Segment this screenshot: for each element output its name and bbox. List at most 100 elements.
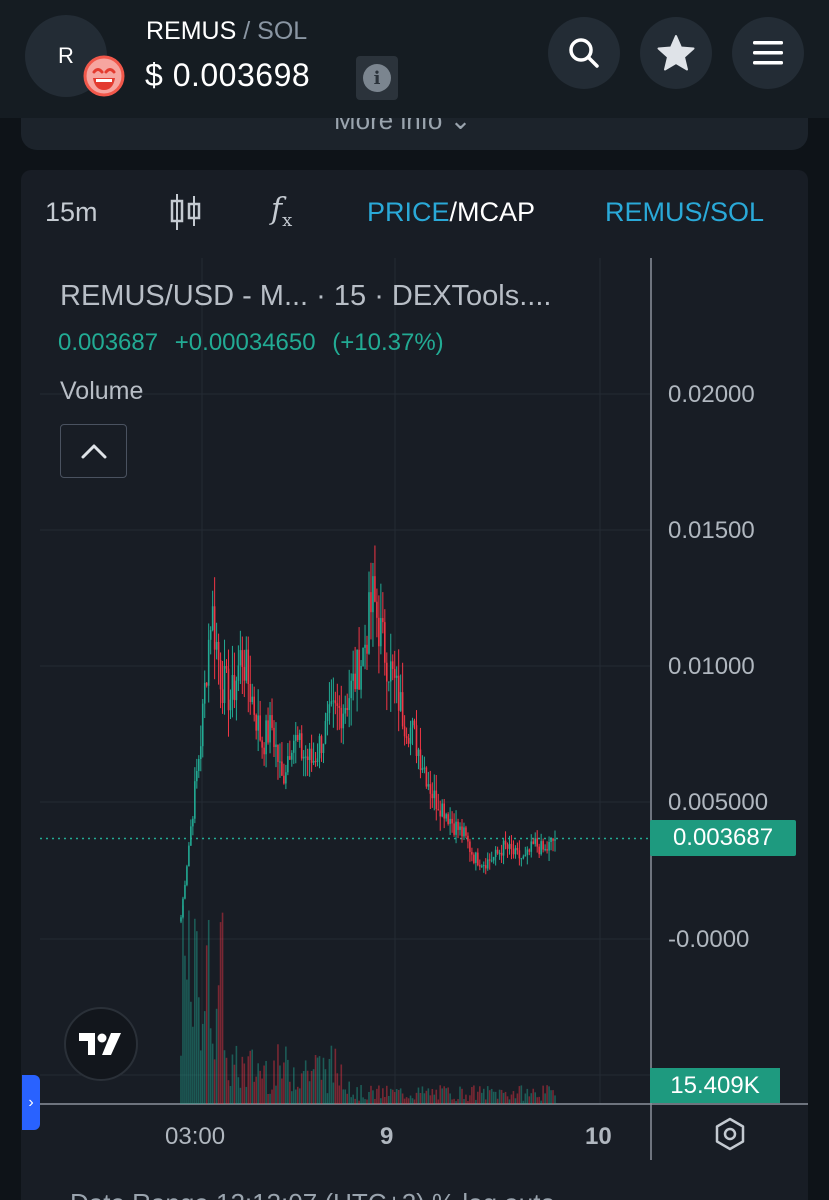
candle-body: [423, 767, 426, 769]
candle-body: [188, 845, 190, 867]
candle-body: [552, 838, 554, 841]
volume-bar: [486, 1086, 489, 1104]
candle-body: [457, 821, 459, 830]
volume-bar: [269, 1093, 271, 1104]
candle-body: [190, 826, 192, 846]
volume-bar: [338, 1085, 341, 1104]
volume-bar: [263, 1065, 265, 1104]
price-option[interactable]: PRICE: [367, 197, 450, 227]
volume-bar: [473, 1085, 475, 1104]
volume-bar: [389, 1088, 392, 1104]
quote-pair-selector[interactable]: REMUS/SOL: [605, 197, 765, 227]
collapse-legend-button[interactable]: [60, 424, 127, 478]
volume-bar: [243, 1063, 246, 1104]
candle-body: [356, 649, 358, 690]
candle-body: [542, 841, 544, 850]
candle-body: [340, 707, 343, 729]
candle-body: [186, 866, 188, 885]
candlestick-icon[interactable]: [169, 192, 203, 232]
volume-bar: [488, 1090, 491, 1104]
chevron-right-icon: ›: [28, 1093, 34, 1111]
candles: [180, 545, 556, 924]
candle-body: [221, 689, 224, 704]
candle-body: [498, 852, 501, 854]
candle-body: [443, 803, 445, 819]
tradingview-logo-icon[interactable]: [64, 1007, 138, 1081]
volume-bar: [253, 1081, 256, 1104]
candle-body: [467, 835, 469, 842]
menu-button[interactable]: [732, 17, 804, 89]
volume-bar: [425, 1090, 428, 1104]
candle-body: [291, 752, 293, 760]
interval-selector[interactable]: 15m: [45, 197, 98, 227]
star-icon: [657, 35, 695, 71]
candle-body: [344, 708, 347, 714]
volume-bar: [409, 1095, 412, 1104]
volume-bar: [376, 1088, 378, 1104]
volume-bar: [229, 1086, 232, 1104]
candle-body: [350, 680, 352, 699]
volume-bar: [239, 1087, 242, 1104]
info-button[interactable]: i: [356, 56, 398, 100]
chart-toolbar: 15m fx PRICE/MCAP REMUS/SOL: [21, 170, 808, 256]
volume-bar: [306, 1070, 309, 1104]
candle-body: [413, 720, 416, 726]
candle-body: [370, 592, 372, 613]
volume-bar: [386, 1085, 388, 1104]
volume-bar: [536, 1097, 538, 1104]
candle-body: [463, 827, 465, 837]
candle-body: [316, 758, 319, 763]
candle-body: [332, 700, 335, 702]
last-price-tag: 0.003687: [650, 820, 796, 856]
volume-bar: [184, 955, 186, 1104]
volume-bar: [308, 1081, 311, 1104]
volume-bar: [453, 1098, 455, 1104]
menu-icon: [753, 41, 783, 65]
settings-icon[interactable]: [712, 1116, 748, 1152]
candle-body: [374, 576, 376, 602]
volume-bar: [320, 1079, 323, 1104]
price-mcap-toggle[interactable]: PRICE/MCAP: [367, 197, 535, 228]
volume-bar: [554, 1095, 556, 1104]
candle-body: [199, 746, 202, 759]
grinning-face-icon: [83, 55, 125, 97]
volume-bar: [366, 1099, 368, 1104]
volume-bar: [427, 1088, 430, 1104]
volume-bar: [346, 1093, 349, 1104]
volume-bar: [492, 1091, 495, 1104]
volume-bar: [192, 1026, 194, 1104]
search-button[interactable]: [548, 17, 620, 89]
volume-bar: [205, 945, 208, 1104]
volume-bar: [225, 1057, 228, 1104]
candle-body: [449, 818, 451, 824]
candle-body: [326, 713, 329, 722]
chart-legend-values: 0.003687 +0.00034650 (+10.37%): [58, 329, 454, 357]
volume-bar: [292, 1067, 295, 1104]
sidebar-toggle[interactable]: ›: [22, 1075, 40, 1130]
candle-body: [409, 727, 412, 744]
indicators-button[interactable]: fx: [271, 192, 292, 231]
volume-bar: [433, 1094, 436, 1104]
candle-body: [285, 772, 287, 784]
y-tick-label: 0.005000: [668, 789, 769, 816]
candle-body: [209, 630, 212, 640]
mcap-option[interactable]: MCAP: [457, 197, 536, 227]
candle-body: [514, 847, 517, 855]
more-info-toggle[interactable]: More info ⌄: [21, 118, 808, 150]
volume-bar: [312, 1069, 315, 1104]
favorite-button[interactable]: [640, 17, 712, 89]
candle-body: [312, 760, 315, 763]
candle-body: [233, 675, 236, 701]
volume-bar: [451, 1099, 453, 1104]
candle-body: [384, 622, 386, 663]
volume-bar: [348, 1081, 350, 1104]
candle-body: [437, 809, 440, 811]
volume-bar: [498, 1089, 501, 1104]
candle-body: [304, 756, 307, 758]
candle-body: [401, 692, 404, 727]
volume-bar: [304, 1060, 307, 1104]
volume-bar: [209, 1028, 212, 1104]
candle-body: [328, 704, 331, 714]
volume-bar: [435, 1089, 438, 1104]
